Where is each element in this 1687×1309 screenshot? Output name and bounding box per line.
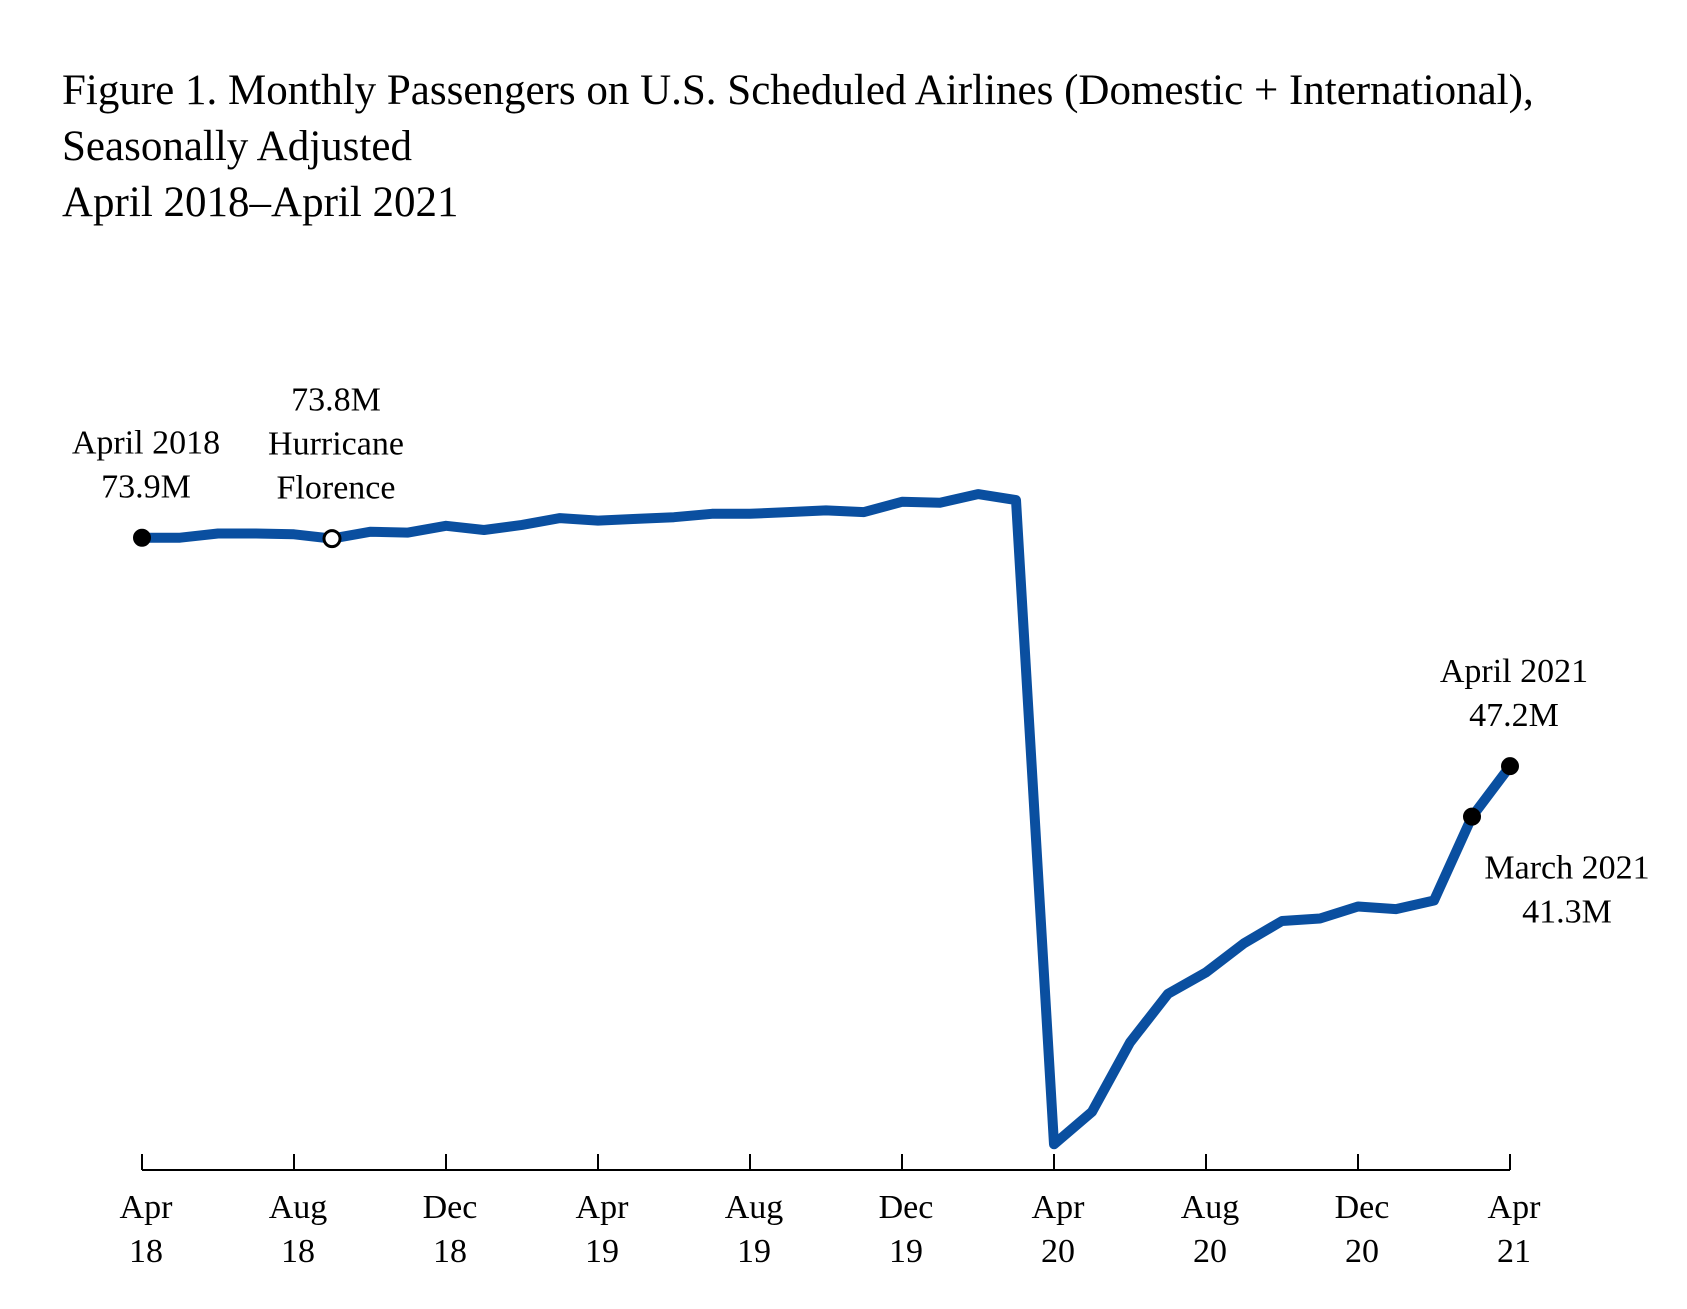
- x-tick-label-line1: Apr: [576, 1189, 630, 1226]
- title-line-2: Seasonally Adjusted: [62, 123, 412, 170]
- annotation-line: 41.3M: [1522, 894, 1612, 931]
- annotation-line: 73.9M: [101, 469, 191, 506]
- x-tick-label-line1: Apr: [120, 1189, 174, 1226]
- x-tick-label: Dec 18: [423, 1189, 478, 1270]
- x-tick-label: Dec 20: [1335, 1189, 1390, 1270]
- x-tick-label-line1: Aug: [269, 1189, 328, 1226]
- x-tick-label: Aug 20: [1181, 1189, 1240, 1270]
- x-tick-label: Apr 20: [1032, 1189, 1086, 1270]
- series-line: [137, 489, 1515, 1150]
- filled-point-marker: [1463, 807, 1481, 826]
- x-tick-label: Dec 19: [879, 1189, 934, 1270]
- title-line-3: April 2018–April 2021: [62, 179, 459, 226]
- open-point-marker: [322, 529, 342, 549]
- annotation-line: Hurricane: [268, 426, 404, 463]
- x-tick-label-line2: 18: [433, 1233, 467, 1270]
- x-tick-label-line2: 20: [1041, 1233, 1075, 1270]
- filled-point-marker: [1501, 757, 1519, 776]
- annotation-line: 73.8M: [291, 382, 381, 419]
- annotation-line: March 2021: [1484, 850, 1649, 887]
- x-tick-label-line1: Dec: [423, 1189, 478, 1226]
- x-tick-label: Aug 19: [725, 1189, 784, 1270]
- annotation-label: 73.8M Hurricane Florence: [268, 382, 404, 507]
- series-polyline: [137, 489, 1515, 1150]
- x-tick-label-line1: Apr: [1488, 1189, 1542, 1226]
- x-tick-label-line2: 19: [585, 1233, 619, 1270]
- x-tick-label-line2: 19: [737, 1233, 771, 1270]
- x-tick-label-line2: 18: [281, 1233, 315, 1270]
- x-tick-label-line1: Aug: [725, 1189, 784, 1226]
- annotation-label: April 2018 73.9M: [72, 425, 220, 506]
- annotation-label: April 2021 47.2M: [1440, 653, 1588, 734]
- annotation-label: March 2021 41.3M: [1484, 850, 1649, 931]
- x-tick-label: Apr 19: [576, 1189, 630, 1270]
- x-tick-label: Apr 18: [120, 1189, 174, 1270]
- x-tick-label: Aug 18: [269, 1189, 328, 1270]
- title-line-1: Figure 1. Monthly Passengers on U.S. Sch…: [62, 67, 1534, 114]
- annotation-line: April 2021: [1440, 653, 1588, 690]
- filled-point-marker: [133, 528, 151, 547]
- x-tick-label-line2: 20: [1193, 1233, 1227, 1270]
- x-tick-label: Apr 21: [1488, 1189, 1542, 1270]
- x-tick-label-line2: 18: [129, 1233, 163, 1270]
- annotation-line: April 2018: [72, 425, 220, 462]
- x-tick-label-line1: Aug: [1181, 1189, 1240, 1226]
- annotation-line: Florence: [277, 470, 396, 507]
- x-tick-label-line1: Dec: [879, 1189, 934, 1226]
- x-tick-label-line2: 19: [889, 1233, 923, 1270]
- x-tick-label-line2: 21: [1497, 1233, 1531, 1270]
- annotation-line: 47.2M: [1469, 697, 1559, 734]
- chart-title: Figure 1. Monthly Passengers on U.S. Sch…: [62, 67, 1534, 226]
- point-markers: [133, 528, 1519, 826]
- x-tick-label-line1: Dec: [1335, 1189, 1390, 1226]
- x-tick-label-line1: Apr: [1032, 1189, 1086, 1226]
- annotations: April 2018 73.9M 73.8M Hurricane Florence Apr…: [72, 382, 1650, 931]
- x-tick-label-line2: 20: [1345, 1233, 1379, 1270]
- x-axis: Apr 18 Aug 18 Dec 18 Apr 19 Aug 19 Dec 19 Apr 20 Aug 20…: [120, 1154, 1542, 1270]
